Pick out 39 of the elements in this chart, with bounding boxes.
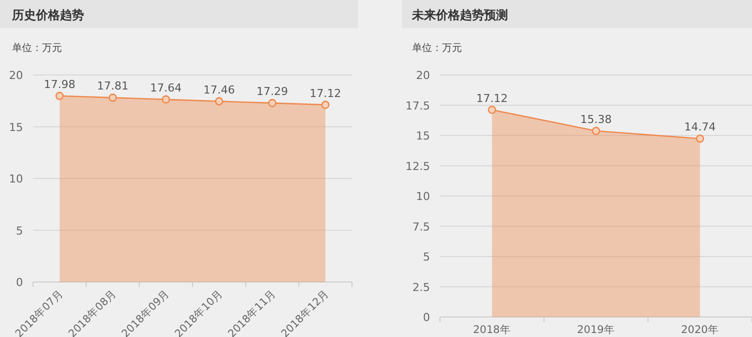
point: [108, 94, 117, 102]
point: [162, 95, 170, 104]
y-tick-label: 0: [423, 311, 430, 324]
chart-title: 历史价格趋势: [11, 8, 84, 22]
data-label: 15.38: [580, 112, 612, 126]
y-axis-title: 单位：万元: [12, 42, 62, 54]
point: [696, 134, 704, 143]
y-tick-label: 15: [416, 130, 430, 142]
y-tick-label: 12.5: [406, 160, 430, 173]
point: [592, 126, 600, 136]
y-tick-label: 20: [9, 69, 23, 82]
data-label: 17.46: [203, 83, 235, 96]
y-tick-label: 10: [9, 172, 23, 186]
point: [488, 106, 496, 114]
y-tick-label: 7.5: [412, 220, 430, 234]
y-axis-title: 单位：万元: [412, 42, 462, 54]
data-label: 17.81: [97, 80, 128, 93]
data-label: 17.12: [310, 86, 342, 100]
data-label: 17.29: [256, 85, 288, 98]
data-label: 14.74: [684, 120, 716, 134]
y-tick-label: 10: [416, 190, 430, 203]
y-tick-label: 15: [9, 120, 23, 134]
y-tick-label: 5: [16, 224, 23, 238]
x-tick-label: 2019年: [577, 324, 615, 336]
point: [214, 97, 224, 106]
y-tick-label: 17.5: [406, 99, 430, 112]
data-label: 17.12: [476, 92, 508, 105]
data-label: 17.64: [150, 81, 182, 94]
x-tick-label: 2018年: [473, 324, 511, 336]
x-tick-label: 2020年: [681, 324, 719, 336]
y-tick-label: 5: [423, 250, 430, 264]
y-tick-label: 0: [16, 276, 23, 289]
chart-title: 未来价格趋势预测: [411, 8, 508, 22]
data-label: 17.98: [44, 78, 76, 91]
y-tick-label: 20: [416, 69, 430, 82]
point: [268, 98, 276, 108]
y-tick-label: 2.5: [412, 280, 430, 294]
point: [321, 100, 330, 109]
point: [55, 92, 64, 100]
